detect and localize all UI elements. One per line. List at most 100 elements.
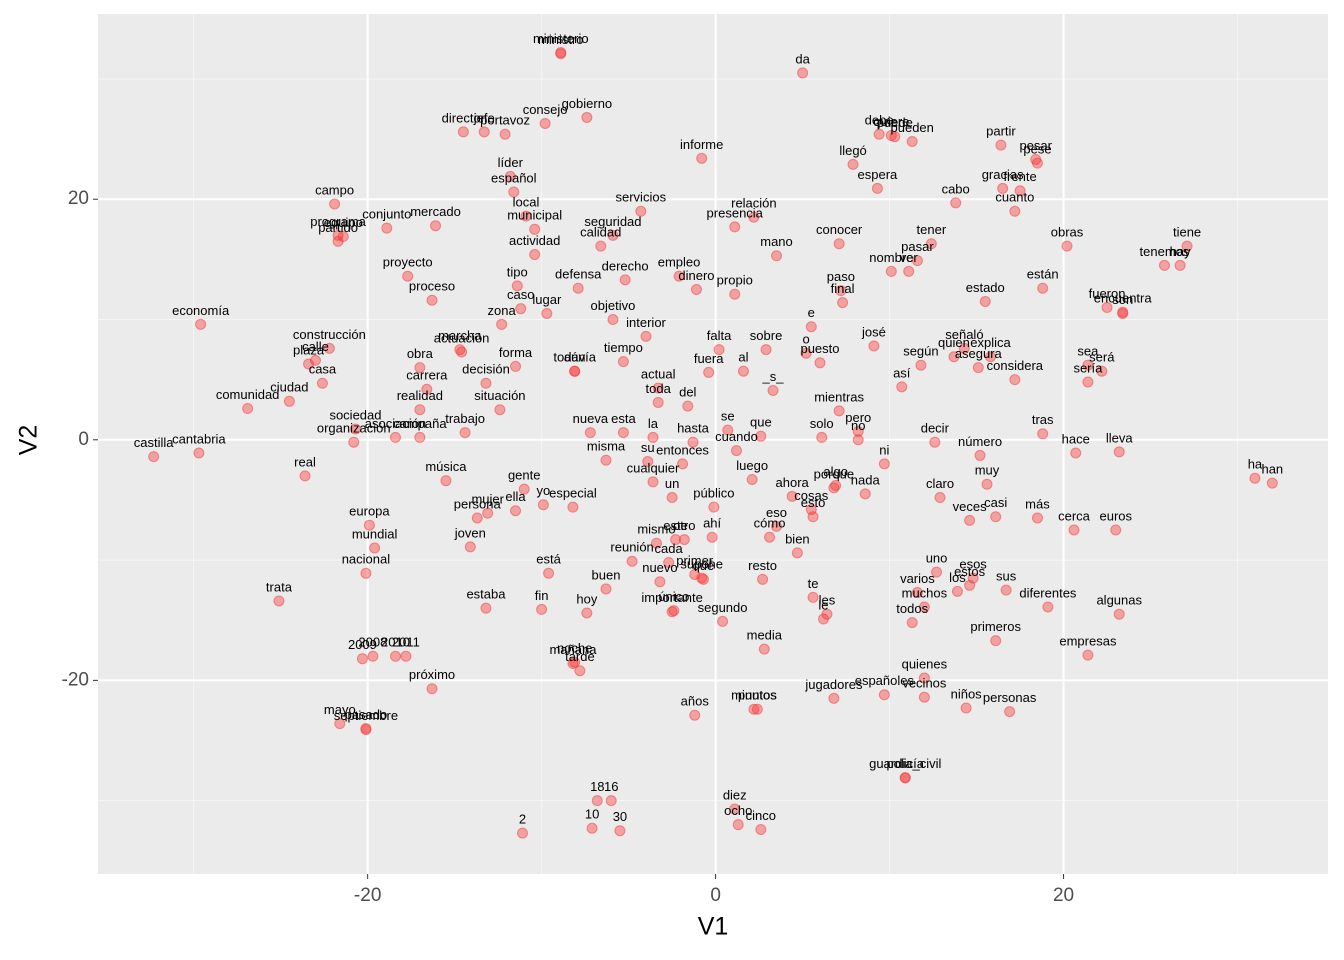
point-label: 2010: [381, 635, 410, 650]
point-label: algunas: [1096, 593, 1142, 608]
point: [697, 573, 709, 585]
point: [1061, 240, 1073, 252]
point-label: te: [808, 576, 819, 591]
point-label: será: [1089, 350, 1115, 365]
point: [581, 607, 593, 619]
point-label: proyecto: [383, 255, 433, 270]
point-label: nacional: [342, 552, 391, 567]
point: [911, 255, 923, 267]
point-label: seguridad: [584, 214, 641, 229]
point: [640, 330, 652, 342]
point: [1096, 365, 1108, 377]
point: [696, 152, 708, 164]
point: [805, 321, 817, 333]
point: [960, 702, 972, 714]
point: [600, 583, 612, 595]
point: [567, 501, 579, 513]
point-label: cosas: [794, 488, 828, 503]
point-label: años: [681, 694, 710, 709]
point: [482, 507, 494, 519]
point-label: líder: [498, 155, 524, 170]
point-label: han: [1261, 462, 1283, 477]
point-label: personas: [983, 690, 1037, 705]
point-label: se: [721, 409, 735, 424]
y-tick-label: 20: [68, 188, 89, 209]
point-label: decir: [921, 421, 950, 436]
point-label: especial: [549, 486, 597, 501]
point: [906, 135, 918, 147]
point-label: ahora: [776, 475, 810, 490]
point: [414, 362, 426, 374]
point-label: español: [491, 170, 537, 185]
point: [652, 397, 664, 409]
point-label: misma: [587, 439, 626, 454]
point: [729, 803, 741, 815]
point-label: persona: [454, 496, 502, 511]
point: [607, 314, 619, 326]
point: [800, 347, 812, 359]
point-label: cualquier: [627, 460, 680, 475]
point: [242, 403, 254, 415]
point: [1113, 446, 1125, 458]
point-label: hasta: [677, 421, 710, 436]
point-label: economía: [172, 303, 230, 318]
point-label: real: [294, 454, 316, 469]
point: [791, 547, 803, 559]
point-label: otro: [673, 518, 695, 533]
point: [885, 129, 897, 141]
point: [1110, 524, 1122, 536]
point-label: próximo: [409, 667, 455, 682]
point: [814, 357, 826, 369]
point: [329, 198, 341, 210]
point: [713, 344, 725, 356]
point-label: los: [949, 570, 966, 585]
point: [1174, 259, 1186, 271]
point-label: diez: [723, 787, 747, 802]
point-label: niños: [951, 686, 983, 701]
point-label: estaba: [466, 587, 506, 602]
point: [1082, 376, 1094, 388]
point-label: lleva: [1106, 430, 1134, 445]
point: [833, 238, 845, 250]
point-label: nada: [851, 472, 881, 487]
point-label: la: [648, 416, 659, 431]
point-label: mano: [760, 234, 793, 249]
point-label: música: [425, 459, 467, 474]
point: [673, 270, 685, 282]
point-label: forma: [499, 345, 533, 360]
point: [948, 351, 960, 363]
point-label: guardia_civil: [869, 756, 941, 771]
point: [591, 795, 603, 807]
point-label: mercado: [410, 204, 461, 219]
point-label: muy: [975, 463, 1000, 478]
point: [574, 665, 586, 677]
point-label: están: [1027, 267, 1059, 282]
point-label: gobierno: [562, 96, 613, 111]
point: [332, 229, 344, 241]
point: [925, 238, 937, 250]
point: [918, 601, 930, 613]
point: [605, 795, 617, 807]
point: [334, 718, 346, 730]
point: [529, 249, 541, 261]
point: [414, 404, 426, 416]
point: [906, 617, 918, 629]
point-label: partido: [318, 220, 358, 235]
point-label: interior: [626, 315, 666, 330]
point-label: encuentra: [1094, 291, 1153, 306]
point: [990, 635, 1002, 647]
point-label: cuanto: [995, 190, 1034, 205]
point-label: gracias: [982, 167, 1024, 182]
point-label: conjunto: [362, 207, 411, 222]
point: [899, 772, 911, 784]
point-label: porque: [814, 466, 854, 481]
point: [569, 656, 581, 668]
point-label: campo: [315, 182, 354, 197]
point: [830, 479, 842, 491]
point: [499, 128, 511, 140]
point-label: al: [738, 350, 748, 365]
point: [400, 650, 412, 662]
point-label: situación: [474, 388, 525, 403]
point: [617, 356, 629, 368]
